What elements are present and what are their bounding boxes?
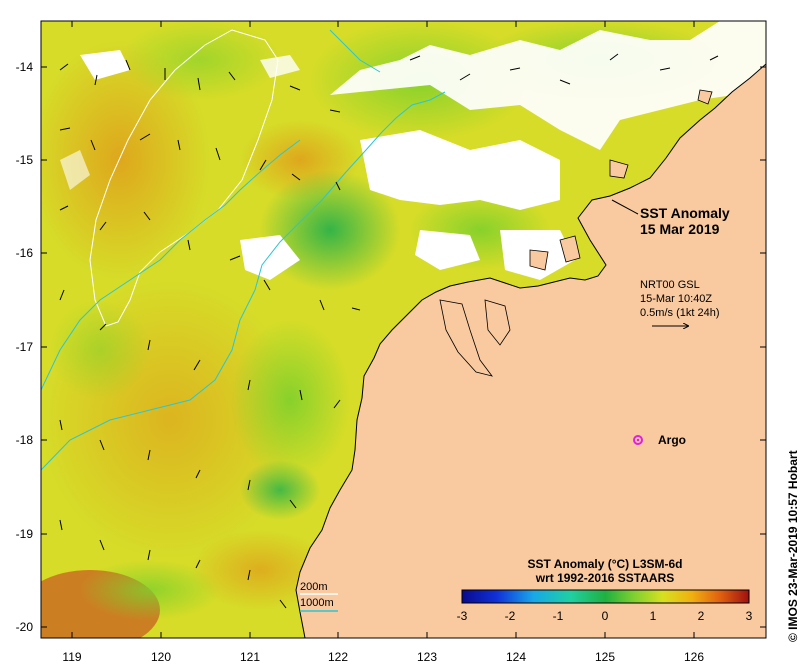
contour-200m-label: 200m [300, 581, 328, 593]
colorbar-tick-label: -3 [457, 609, 468, 623]
map-date: 15 Mar 2019 [640, 221, 720, 237]
contour-200m [89, 29, 279, 327]
y-tick-label: -16 [16, 246, 34, 260]
colorbar-tick-label: 2 [698, 609, 705, 623]
x-axis-labels: 119 120 121 122 123 124 125 126 [62, 650, 704, 664]
x-tick-label: 120 [151, 650, 171, 664]
current-source: NRT00 GSL [640, 279, 700, 291]
contour-1000m [41, 29, 446, 471]
current-vectors [59, 53, 719, 609]
contour-1000m-label: 1000m [300, 597, 334, 609]
land-mass [295, 21, 766, 638]
y-tick-label: -17 [16, 340, 34, 354]
credit-text: © IMOS 23-Mar-2019 10:57 Hobart [786, 450, 800, 642]
argo-label: Argo [658, 433, 686, 447]
x-tick-label: 119 [62, 650, 81, 664]
map-title: SST Anomaly [640, 205, 730, 221]
argo-float-marker [633, 435, 643, 445]
colorbar-tick-label: 1 [650, 609, 657, 623]
x-tick-label: 125 [595, 650, 615, 664]
colorbar-ticks: -3 -2 -1 0 1 2 3 [457, 609, 753, 623]
y-tick-label: -18 [16, 433, 34, 447]
colorbar-tick-label: 0 [602, 609, 609, 623]
colorbar-subtitle: wrt 1992-2016 SSTAARS [535, 571, 675, 585]
colorbar-tick-label: -2 [505, 609, 516, 623]
colorbar-tick-label: -1 [553, 609, 564, 623]
map-plot-area [41, 21, 766, 638]
y-tick-label: -15 [16, 153, 34, 167]
current-time: 15-Mar 10:40Z [640, 293, 712, 305]
current-scale: 0.5m/s (1kt 24h) [640, 307, 719, 319]
x-tick-label: 122 [328, 650, 348, 664]
colorbar [461, 589, 750, 604]
title-pointer [611, 199, 639, 215]
plot-frame [40, 20, 767, 639]
axis-ticks [41, 21, 766, 638]
colorbar-tick-label: 3 [746, 609, 753, 623]
no-data-gaps [60, 21, 766, 280]
colorbar-title: SST Anomaly (°C) L3SM-6d [527, 557, 682, 571]
y-tick-label: -19 [16, 527, 34, 541]
coastal-islands [439, 89, 713, 377]
y-axis-labels: -14 -15 -16 -17 -18 -19 -20 [16, 60, 34, 634]
x-tick-label: 124 [506, 650, 526, 664]
y-tick-label: -20 [16, 620, 34, 634]
x-tick-label: 126 [684, 650, 704, 664]
y-tick-label: -14 [16, 60, 34, 74]
x-tick-label: 121 [240, 650, 260, 664]
x-tick-label: 123 [417, 650, 437, 664]
